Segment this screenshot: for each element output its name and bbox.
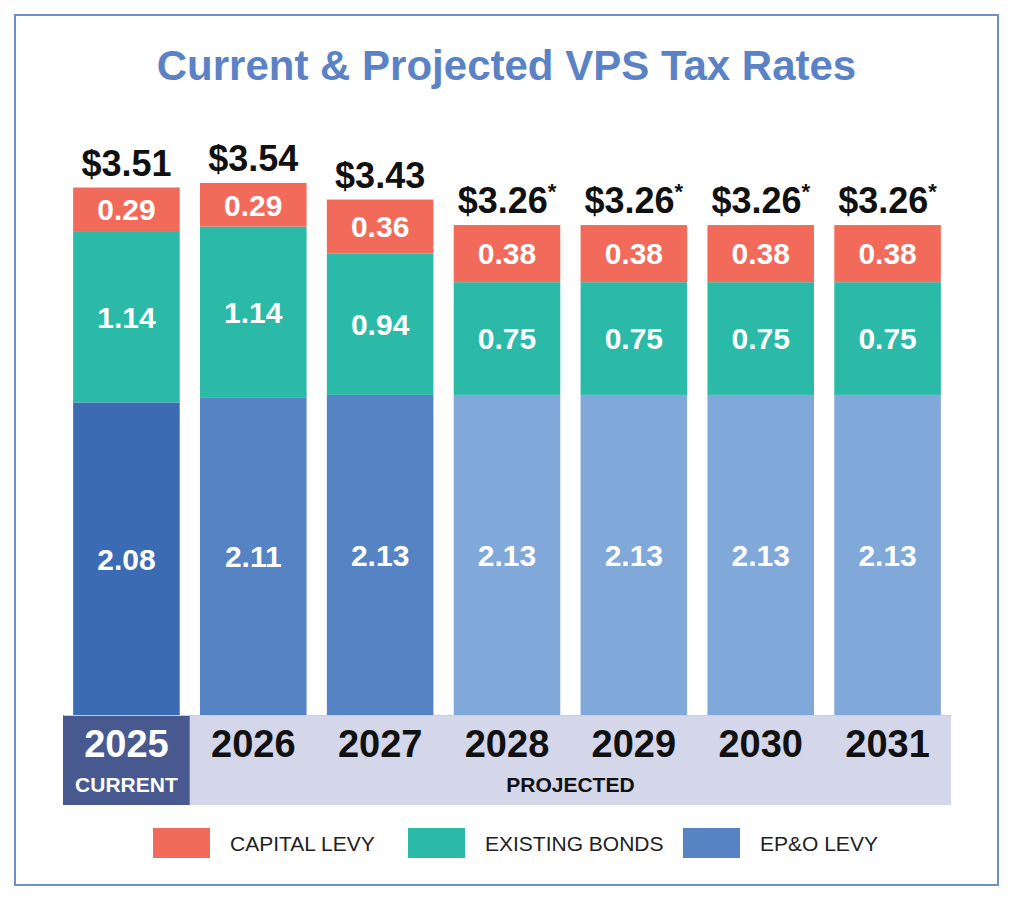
group-cell xyxy=(63,715,190,805)
bar-segment xyxy=(707,225,814,282)
x-tick-label: 2026 xyxy=(211,723,296,765)
x-tick-label: 2025 xyxy=(84,723,169,765)
bar-segment xyxy=(707,282,814,395)
bar-segment xyxy=(707,395,814,715)
chart-svg: Current & Projected VPS Tax Rates 2.08 2.1… xyxy=(0,0,1013,900)
x-tick-label: 2030 xyxy=(718,723,803,765)
bar-segment xyxy=(73,402,180,715)
legend-swatch xyxy=(408,828,465,858)
data-label: 1.14 xyxy=(224,296,283,329)
bar-segment xyxy=(327,254,434,395)
x-tick: 2030 xyxy=(718,715,803,765)
x-tick-label: 2028 xyxy=(465,723,550,765)
x-tick-label: 2027 xyxy=(338,723,423,765)
x-axis-line xyxy=(64,715,952,716)
bars xyxy=(73,183,941,715)
group-label: PROJECTED xyxy=(506,773,634,796)
x-tick: 2027 xyxy=(338,715,423,765)
x-axis: 2025 2026 2027 2028 2029 2030 2031 xyxy=(64,715,952,765)
data-label: 0.75 xyxy=(605,322,663,355)
data-label: 0.29 xyxy=(224,189,282,222)
x-tick: 2025 xyxy=(84,715,169,765)
data-label: 0.75 xyxy=(858,322,916,355)
legend-label: EXISTING BONDS xyxy=(485,832,664,855)
bar-segment xyxy=(581,282,688,395)
data-label: 0.29 xyxy=(97,193,155,226)
bar-segment xyxy=(581,395,688,715)
bar-segment xyxy=(834,282,941,395)
total-label: $3.51 xyxy=(81,143,171,184)
data-label: 0.38 xyxy=(478,237,536,270)
data-label: 0.38 xyxy=(858,237,916,270)
group-label: CURRENT xyxy=(75,773,178,796)
legend: CAPITAL LEVY EXISTING BONDS EP&O LEVY xyxy=(153,828,878,858)
series-bars xyxy=(73,395,941,715)
totals: $3.51 $3.54 $3.43 $3.26* $3.26* $3.26* $3.26* xyxy=(81,138,937,221)
frame xyxy=(15,15,998,885)
x-tick-label: 2031 xyxy=(845,723,930,765)
total-label: $3.26* xyxy=(458,179,557,221)
legend-swatch xyxy=(683,828,740,858)
total-label: $3.43 xyxy=(335,155,425,196)
bar-segment xyxy=(834,225,941,282)
legend-label: EP&O LEVY xyxy=(760,832,878,855)
data-label: 0.36 xyxy=(351,210,409,243)
bar-segment xyxy=(834,395,941,715)
data-label: 2.11 xyxy=(225,540,282,573)
bar-segment xyxy=(200,183,307,227)
data-label: 2.13 xyxy=(732,539,790,572)
title: Current & Projected VPS Tax Rates xyxy=(157,42,856,89)
legend-swatch xyxy=(153,828,210,858)
bar-segment xyxy=(454,225,561,282)
bar-segment xyxy=(327,200,434,254)
data-labels: 2.08 2.11 2.13 2.13 2.13 2.13 2.13 1.14 1.14 0.94… xyxy=(97,189,917,576)
x-tick: 2029 xyxy=(592,715,677,765)
category-strip: CURRENT PROJECTED xyxy=(63,715,951,805)
chart-container: Current & Projected VPS Tax Rates 2.08 2.1… xyxy=(0,0,1013,900)
data-label: 0.38 xyxy=(732,237,790,270)
data-label: 2.13 xyxy=(858,539,916,572)
legend-label: CAPITAL LEVY xyxy=(230,832,375,855)
total-label: $3.54 xyxy=(208,138,298,179)
total-label: $3.26* xyxy=(585,179,684,221)
bar-segment xyxy=(73,188,180,232)
group-cell xyxy=(190,715,951,805)
data-label: 0.75 xyxy=(478,322,536,355)
data-label: 2.13 xyxy=(478,539,536,572)
data-label: 0.94 xyxy=(351,308,410,341)
bar-segment xyxy=(454,282,561,395)
x-tick-label: 2029 xyxy=(592,723,677,765)
bar-segment xyxy=(200,227,307,398)
data-label: 0.75 xyxy=(732,322,790,355)
data-label: 1.14 xyxy=(97,301,156,334)
data-label: 2.13 xyxy=(351,539,409,572)
x-tick: 2031 xyxy=(845,715,930,765)
bar-segment xyxy=(73,231,180,402)
bar-segment xyxy=(200,398,307,715)
data-label: 0.38 xyxy=(605,237,663,270)
data-label: 2.08 xyxy=(97,543,155,576)
bar-segment xyxy=(581,225,688,282)
total-label: $3.26* xyxy=(711,179,810,221)
data-label: 2.13 xyxy=(605,539,663,572)
total-label: $3.26* xyxy=(838,179,937,221)
x-tick: 2028 xyxy=(465,715,550,765)
x-tick: 2026 xyxy=(211,715,296,765)
bar-segment xyxy=(454,395,561,715)
bar-segment xyxy=(327,395,434,715)
